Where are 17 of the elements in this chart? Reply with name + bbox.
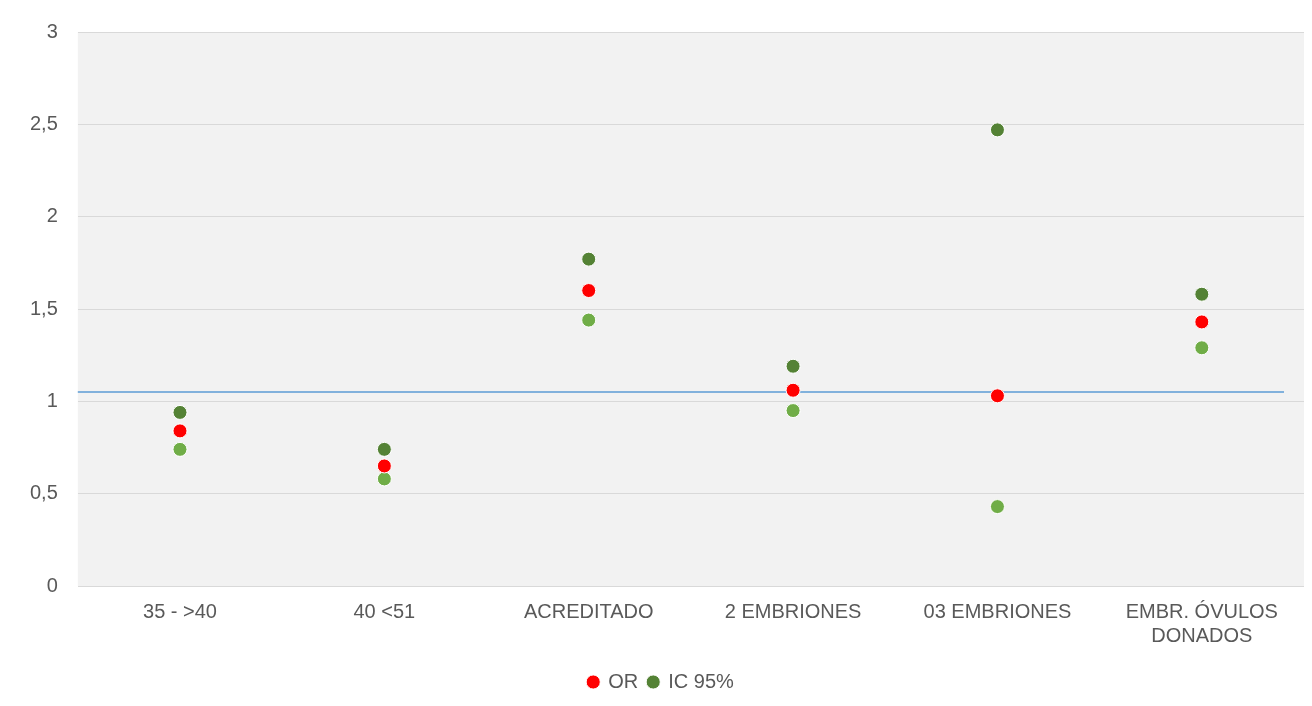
x-tick-label: 40 <51	[353, 599, 416, 622]
legend-label: IC 95%	[668, 669, 735, 692]
y-tick-label: 0,5	[29, 481, 58, 504]
point	[989, 388, 1005, 404]
x-tick-label: ACREDITADO	[523, 599, 654, 622]
y-tick-label: 1,5	[29, 296, 58, 319]
x-tick-label: 35 - >40	[143, 599, 217, 622]
y-tick-label: 2,5	[29, 111, 58, 134]
x-tick-label: 03 EMBRIONES	[923, 599, 1072, 622]
y-tick-label: 3	[46, 19, 58, 42]
x-tick-label: 2 EMBRIONES	[724, 599, 862, 622]
point	[581, 283, 597, 299]
y-tick-label: 0	[46, 573, 58, 596]
y-tick-label: 1	[46, 388, 58, 411]
y-tick-label: 2	[46, 204, 58, 227]
x-tick-label: EMBR. ÓVULOS DONADOS	[1125, 599, 1278, 646]
legend-label: OR	[608, 669, 639, 692]
